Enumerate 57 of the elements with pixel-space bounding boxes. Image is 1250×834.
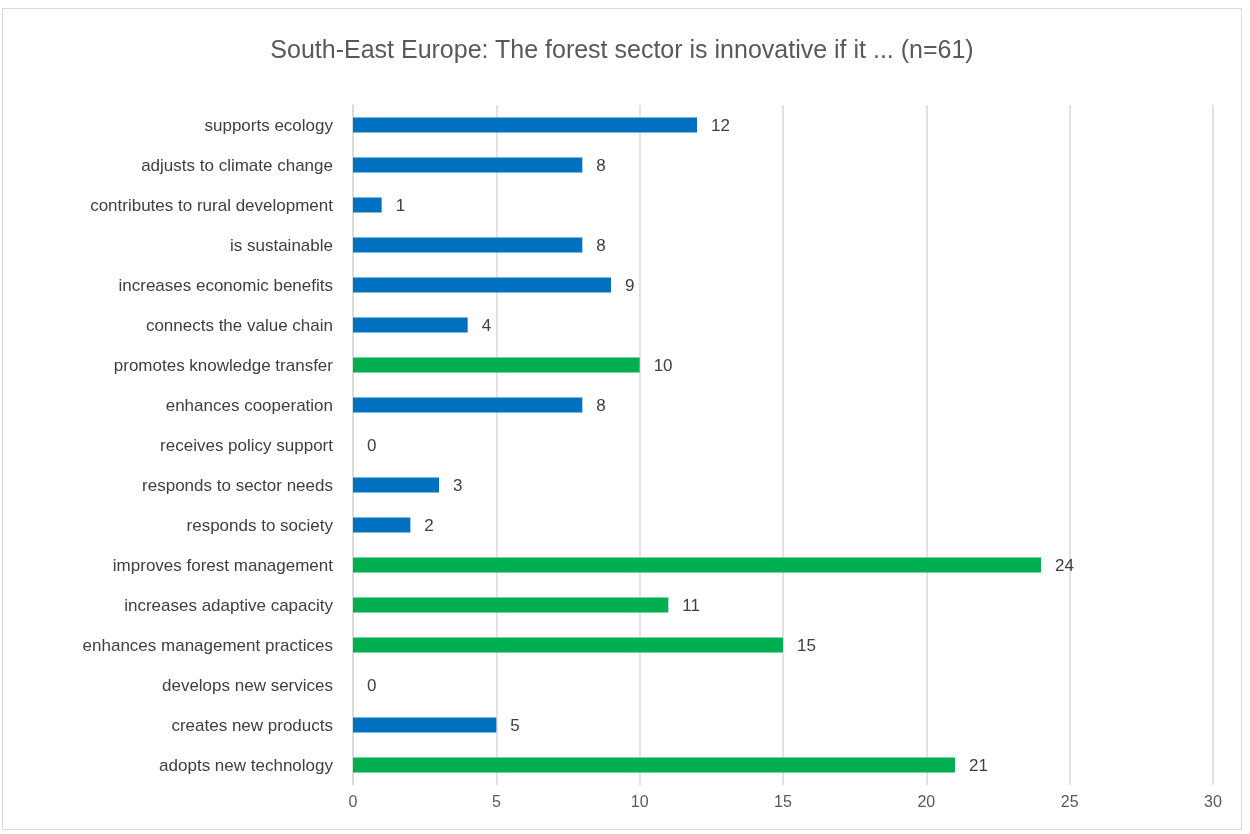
bar [353,597,669,613]
data-label: 8 [596,235,606,255]
bar [353,397,583,413]
bar [353,757,955,773]
y-tick-label: enhances management practices [82,635,333,655]
data-label: 11 [682,595,700,615]
data-label: 1 [395,195,406,215]
bar [353,517,411,533]
bar [353,357,640,373]
y-tick-label: responds to sector needs [142,475,333,495]
bar [353,277,611,293]
bar [353,637,783,653]
x-tick-label: 30 [1204,792,1222,810]
chart-title: South-East Europe: The forest sector is innovative if it ... (n=61) [270,34,974,63]
y-tick-label: increases adaptive capacity [124,595,334,615]
x-tick-label: 5 [491,792,501,810]
x-tick-label: 10 [630,792,649,810]
data-label: 21 [969,755,988,775]
bar [353,117,697,133]
y-tick-label: responds to society [186,515,334,535]
x-tick-label: 25 [1060,792,1079,810]
x-tick-label: 0 [348,792,358,810]
data-label: 5 [510,715,520,735]
data-label: 12 [711,115,730,135]
data-label: 0 [367,675,377,695]
y-tick-label: creates new products [171,715,333,735]
y-tick-label: improves forest management [112,555,334,575]
y-tick-label: develops new services [161,675,333,695]
data-label: 15 [797,635,816,655]
bar [353,157,583,173]
x-tick-label: 15 [774,792,792,810]
y-tick-label: receives policy support [160,435,334,455]
y-tick-label: promotes knowledge transfer [113,355,334,375]
y-tick-label: enhances cooperation [165,395,333,415]
data-label: 3 [453,475,463,495]
bar [353,477,439,493]
data-label: 8 [596,155,606,175]
bar [353,317,468,333]
y-tick-label: adopts new technology [159,755,334,775]
y-tick-label: contributes to rural development [90,195,334,215]
data-label: 10 [653,355,673,375]
data-label: 24 [1055,555,1074,575]
data-label: 0 [367,435,377,455]
bar [353,717,497,733]
x-tick-label: 20 [917,792,936,810]
y-tick-label: connects the value chain [145,315,333,335]
y-tick-label: is sustainable [229,235,333,255]
y-tick-label: supports ecology [204,115,334,135]
bar [353,557,1041,573]
data-label: 9 [625,275,635,295]
bar [353,237,583,253]
y-tick-label: increases economic benefits [118,275,333,295]
data-label: 4 [481,315,492,335]
data-label: 2 [424,515,434,535]
y-tick-label: adjusts to climate change [141,155,333,175]
bar [353,197,382,213]
data-label: 8 [596,395,606,415]
